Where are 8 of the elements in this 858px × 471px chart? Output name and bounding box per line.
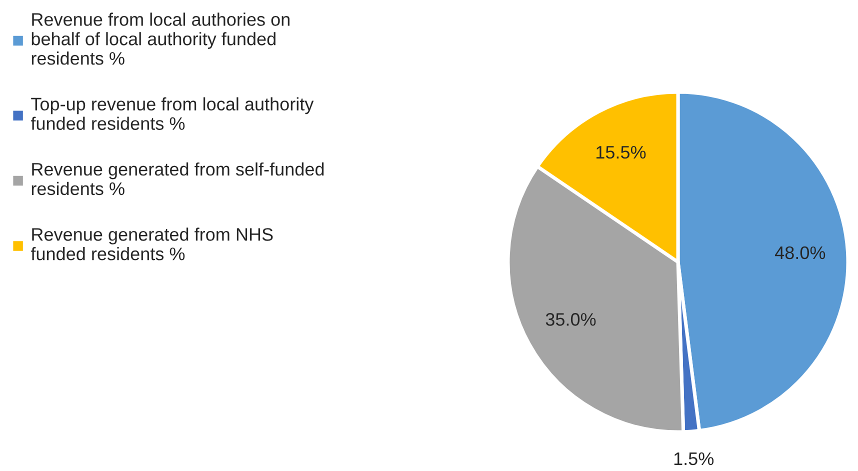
legend-label: Revenue generated from self-funded residents %: [32, 162, 324, 196]
legend-label: Revenue from local authories on behalf of local authority funded residents %: [32, 12, 290, 65]
data-label: 48.0%: [774, 246, 826, 260]
legend-label: Top-up revenue from local authority funded residents %: [30, 97, 314, 130]
data-label: 35.0%: [546, 313, 596, 326]
data-label: 1.5%: [674, 452, 714, 466]
legend-label: Revenue generated from NHS funded residents %: [30, 228, 273, 260]
data-label: 15.5%: [596, 146, 646, 159]
